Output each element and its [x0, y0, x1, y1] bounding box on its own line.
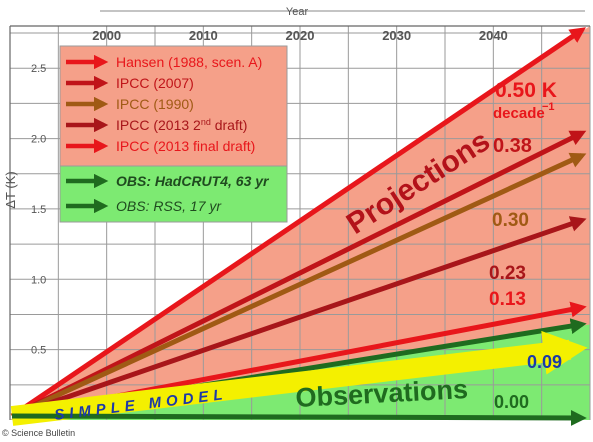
label-unit-decade: decade [493, 105, 545, 122]
series-lines [10, 27, 588, 426]
series-line-6 [10, 330, 588, 426]
legend-label-rest: draft) [211, 117, 248, 133]
series-line-1 [10, 130, 587, 419]
y-tick-label: 1.5 [31, 204, 46, 216]
x-axis-title: Year [286, 6, 309, 18]
legend-label-5: OBS: HadCRUT4, 63 yr [116, 173, 270, 189]
label-ipcc2007-rate: 0.38 [493, 135, 532, 157]
x-axis-ticks: 2000 2010 2020 2030 2040 [92, 28, 508, 43]
series-line-0 [10, 27, 586, 419]
series-line-3 [11, 216, 587, 419]
x-tick-label: 2010 [189, 28, 218, 43]
legend-label-0: Hansen (1988, scen. A) [116, 54, 262, 70]
y-tick-label: 2.5 [31, 63, 46, 75]
y-tick-label: 0.5 [31, 345, 46, 357]
y-tick-label: 2.0 [31, 134, 46, 146]
legend-label-2: IPCC (1990) [116, 96, 194, 112]
legend-label-1: IPCC (2007) [116, 75, 194, 91]
credit-text: © Science Bulletin [2, 428, 76, 438]
label-rss-rate: 0.00 [494, 392, 529, 412]
series-line-2 [10, 152, 587, 419]
legend-label-4: IPCC (2013 final draft) [116, 138, 255, 154]
x-tick-label: 2020 [286, 28, 315, 43]
label-ipcc2013-2nd-rate: 0.23 [489, 263, 526, 284]
label-ipcc1990-rate: 0.30 [492, 210, 529, 231]
legend-label-superscript: nd [201, 117, 211, 127]
x-tick-label: 2030 [382, 28, 411, 43]
y-axis-title: ΔT (K) [3, 171, 18, 208]
legend-label-6: OBS: RSS, 17 yr [116, 198, 222, 214]
legend: Hansen (1988, scen. A) IPCC (2007) IPCC (1… [66, 54, 270, 214]
series-line-7 [11, 409, 587, 426]
y-tick-label: 1.0 [31, 274, 46, 286]
x-tick-label: 2000 [92, 28, 121, 43]
y-axis-ticks: 0.5 1.0 1.5 2.0 2.5 [31, 63, 46, 356]
label-ipcc2013-final-rate: 0.13 [489, 289, 526, 310]
legend-label-3: IPCC (2013 2nd draft) [116, 117, 247, 133]
label-model-rate: 0.09 [527, 352, 562, 372]
label-unit-exponent: −1 [542, 101, 555, 113]
x-tick-label: 2040 [479, 28, 508, 43]
label-hansen-rate: 0.50 K [495, 79, 557, 102]
